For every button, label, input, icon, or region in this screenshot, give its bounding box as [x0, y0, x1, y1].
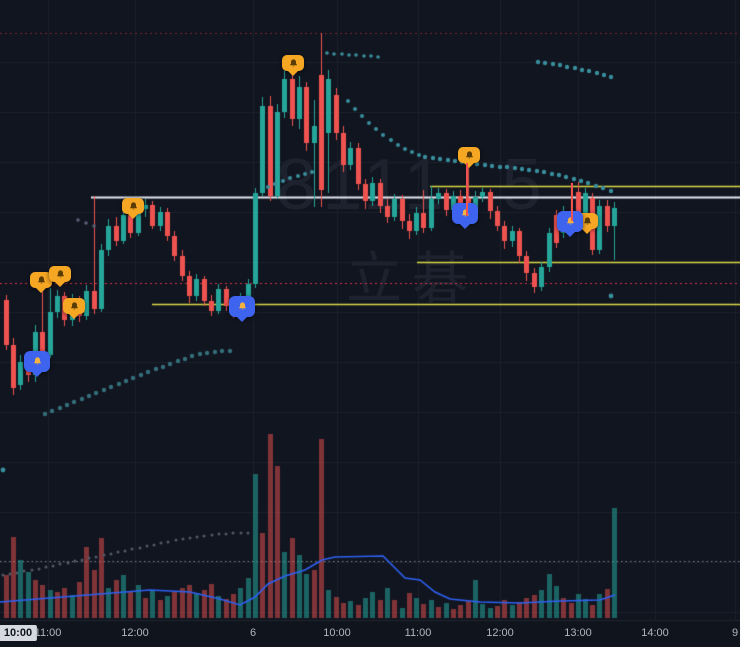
- alert-markers-layer: [24, 55, 598, 377]
- bell-icon: [465, 150, 473, 159]
- time-axis[interactable]: 10:00 11:00 12:00 6 10:00 11:00 12:00 13:00 14:0…: [0, 620, 740, 647]
- bell-icon: [238, 302, 246, 310]
- bell-icon: [289, 58, 297, 67]
- alert-marker-alarm-set[interactable]: [49, 266, 71, 287]
- bell-icon: [566, 217, 574, 225]
- alert-marker-alarm-triggered[interactable]: [229, 296, 255, 322]
- bell-icon: [129, 201, 137, 210]
- bell-icon: [56, 269, 64, 278]
- alert-marker-alarm-triggered[interactable]: [24, 351, 50, 377]
- time-label: 11:00: [34, 627, 62, 639]
- bell-icon: [37, 275, 45, 284]
- time-label: 11:00: [404, 627, 432, 639]
- time-label: 14:00: [641, 627, 669, 639]
- time-label: 13:00: [564, 627, 592, 639]
- alert-marker-alarm-set[interactable]: [63, 298, 85, 319]
- alert-marker-alarm-set[interactable]: [122, 198, 144, 219]
- time-label: 12:00: [121, 627, 149, 639]
- bell-icon: [461, 209, 469, 217]
- alert-marker-alarm-set[interactable]: [282, 55, 304, 76]
- alert-marker-alarm-set[interactable]: [458, 147, 480, 168]
- bell-icon: [70, 301, 78, 310]
- time-label: 6: [249, 627, 257, 639]
- alert-marker-alarm-triggered[interactable]: [557, 211, 583, 237]
- bell-icon: [583, 216, 591, 225]
- bell-icon: [33, 357, 41, 365]
- alert-marker-alarm-set[interactable]: [30, 272, 52, 293]
- time-label: 9: [731, 627, 739, 639]
- alert-marker-alarm-triggered[interactable]: [452, 203, 478, 229]
- time-label: 12:00: [486, 627, 514, 639]
- time-label-highlighted: 10:00: [0, 625, 38, 641]
- time-label: 10:00: [323, 627, 351, 639]
